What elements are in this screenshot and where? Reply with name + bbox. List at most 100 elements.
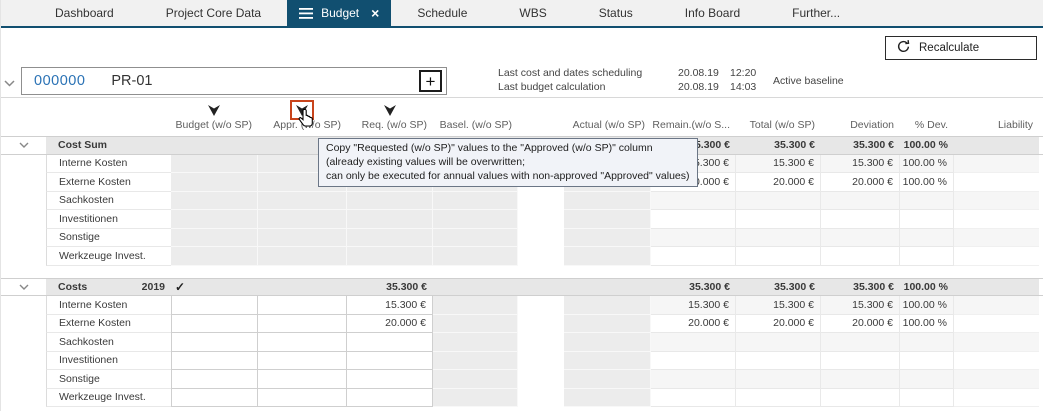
copy-values-icon-budget[interactable] — [207, 104, 221, 117]
cell-budget[interactable] — [171, 314, 258, 333]
cell-budget — [171, 154, 258, 173]
row-label: Interne Kosten — [46, 154, 171, 173]
cell-basel — [433, 247, 518, 266]
cell-req[interactable] — [347, 388, 433, 407]
cell-pctdev: 100.00 % — [900, 314, 954, 333]
copy-values-icon-req[interactable] — [383, 104, 397, 117]
group-title: Costs 2019 — [46, 278, 171, 295]
cell-req[interactable] — [347, 351, 433, 370]
cell-total — [736, 210, 821, 229]
cell-liability — [954, 228, 1039, 247]
budget-table: Cost Sum 35.300 €35.300 €35.300 €100.00 %… — [1, 136, 1043, 407]
group-collapse-chevron[interactable] — [19, 139, 29, 151]
group-year[interactable]: 2019 — [141, 280, 165, 293]
cell-actual — [564, 278, 651, 295]
recalculate-label: Recalculate — [919, 42, 980, 54]
cell-actual — [564, 247, 651, 266]
cell-appr[interactable] — [258, 388, 347, 407]
column-header-deviation[interactable]: Deviation — [850, 118, 894, 131]
cell-liability — [954, 191, 1039, 210]
group-collapse-chevron[interactable] — [19, 281, 29, 293]
cell-pctdev: 100.00 % — [900, 296, 954, 315]
cell-appr[interactable] — [258, 351, 347, 370]
row-label: Sachkosten — [46, 191, 171, 210]
cell-liability — [954, 296, 1039, 315]
tab-status[interactable]: Status — [573, 0, 659, 26]
approved-check-icon: ✓ — [175, 279, 186, 294]
tab-dashboard[interactable]: Dashboard — [29, 0, 140, 26]
cell-appr[interactable] — [258, 314, 347, 333]
cell-basel — [433, 191, 518, 210]
cell-budget[interactable] — [171, 351, 258, 370]
project-box[interactable]: 000000 PR-01 + — [21, 67, 447, 95]
cell-req: 35.300 € — [347, 278, 433, 295]
column-header-pctdev[interactable]: % Dev. — [914, 118, 948, 131]
tab-schedule[interactable]: Schedule — [391, 0, 493, 26]
column-header-remain[interactable]: Remain.(w/o S... — [652, 118, 730, 131]
cell-deviation — [821, 333, 900, 352]
cell-actual — [564, 296, 651, 315]
tab-project-core-data[interactable]: Project Core Data — [140, 0, 287, 26]
cell-basel — [433, 210, 518, 229]
cell-actual — [564, 388, 651, 407]
tooltip-line: can only be executed for annual values w… — [326, 170, 690, 182]
cell-appr — [258, 278, 347, 295]
menu-icon[interactable] — [299, 7, 314, 19]
cell-req[interactable] — [347, 333, 433, 352]
add-button[interactable]: + — [419, 70, 442, 92]
tab-wbs[interactable]: WBS — [493, 0, 572, 26]
cell-basel — [433, 228, 518, 247]
table-row-interne-kosten: Interne Kosten 15.300 €15.300 €15.300 €15… — [1, 296, 1043, 315]
cell-req[interactable] — [347, 370, 433, 389]
cell-pctdev — [900, 191, 954, 210]
column-header-liability[interactable]: Liability — [997, 118, 1033, 131]
cell-basel — [433, 388, 518, 407]
tab-further[interactable]: Further... — [766, 0, 866, 26]
cell-req — [347, 210, 433, 229]
column-header-actual[interactable]: Actual (w/o SP) — [572, 118, 645, 131]
cell-budget: ✓ — [171, 278, 258, 295]
tab-budget[interactable]: Budget × — [287, 0, 392, 26]
tab-info-board[interactable]: Info Board — [659, 0, 766, 26]
table-row-sonstige: Sonstige — [1, 370, 1043, 389]
column-header-area: Budget (w/o SP) Appr. (w/o SP) Req. (w/o S… — [1, 98, 1043, 136]
row-label: Sonstige — [46, 228, 171, 247]
cell-actual — [564, 370, 651, 389]
tab-label: Project Core Data — [165, 6, 262, 20]
cell-liability — [954, 370, 1039, 389]
budget-group-costs: Costs 2019 ✓ 35.300 €35.300 €35.300 €35.300… — [1, 277, 1043, 407]
recalculate-button[interactable]: Recalculate — [885, 36, 1037, 60]
cell-appr[interactable] — [258, 370, 347, 389]
project-header: 000000 PR-01 + Last cost and dates sched… — [1, 64, 1043, 98]
cell-budget[interactable] — [171, 370, 258, 389]
meta-date: 20.08.19 — [678, 67, 719, 79]
cell-total — [736, 191, 821, 210]
cell-budget[interactable] — [171, 333, 258, 352]
toolbar: Recalculate — [1, 28, 1043, 64]
cell-req[interactable]: 15.300 € — [347, 296, 433, 315]
cell-actual — [564, 314, 651, 333]
cell-spacer — [518, 210, 564, 229]
cell-remain: 15.300 € — [651, 296, 736, 315]
cell-budget — [171, 228, 258, 247]
cell-budget[interactable] — [171, 388, 258, 407]
row-label: Werkzeuge Invest. — [46, 388, 171, 407]
close-icon[interactable]: × — [371, 5, 380, 21]
project-meta: Last cost and dates scheduling 20.08.19 12… — [498, 67, 766, 95]
cell-appr[interactable] — [258, 333, 347, 352]
tab-label: Dashboard — [55, 6, 114, 20]
column-header-budget[interactable]: Budget (w/o SP) — [175, 118, 252, 131]
project-collapse-chevron[interactable] — [4, 74, 15, 92]
cell-budget[interactable] — [171, 296, 258, 315]
cell-appr[interactable] — [258, 296, 347, 315]
column-header-req[interactable]: Req. (w/o SP) — [361, 118, 427, 131]
column-header-total[interactable]: Total (w/o SP) — [749, 118, 815, 131]
cell-spacer — [518, 351, 564, 370]
cell-deviation: 20.000 € — [821, 173, 900, 192]
column-header-basel[interactable]: Basel. (w/o SP) — [439, 118, 512, 131]
project-code: PR-01 — [111, 73, 153, 89]
cell-budget — [171, 247, 258, 266]
cell-req[interactable]: 20.000 € — [347, 314, 433, 333]
row-label: Werkzeuge Invest. — [46, 247, 171, 266]
